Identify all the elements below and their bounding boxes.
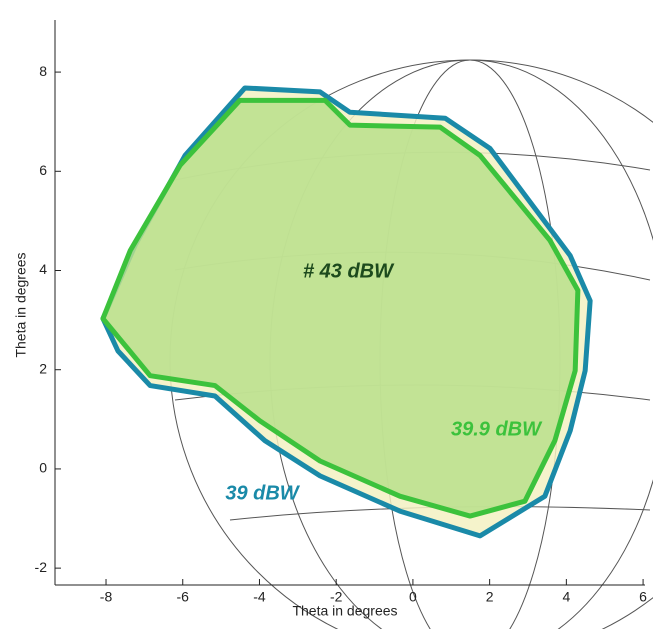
x-tick-label: -8 (100, 589, 113, 605)
x-tick-label: -4 (253, 589, 266, 605)
x-axis-title: Theta in degrees (292, 603, 397, 619)
x-tick-label: -6 (177, 589, 190, 605)
contour-label: 39.9 dBW (451, 418, 543, 440)
y-axis-title: Theta in degrees (13, 252, 29, 357)
y-tick-label: 4 (39, 261, 47, 277)
x-tick-label: -2 (330, 589, 343, 605)
x-tick-label: 4 (562, 589, 570, 605)
annotation: # 43 dBW (303, 260, 395, 282)
x-tick-label: 6 (639, 589, 647, 605)
y-tick-label: -2 (35, 559, 48, 575)
contour-label: 39 dBW (225, 482, 300, 504)
contour (100, 97, 581, 519)
y-tick-label: 2 (39, 360, 47, 376)
y-tick-label: 0 (39, 460, 47, 476)
x-tick-label: 0 (409, 589, 417, 605)
x-tick-label: 2 (486, 589, 494, 605)
y-tick-label: 8 (39, 63, 47, 79)
y-tick-label: 6 (39, 162, 47, 178)
